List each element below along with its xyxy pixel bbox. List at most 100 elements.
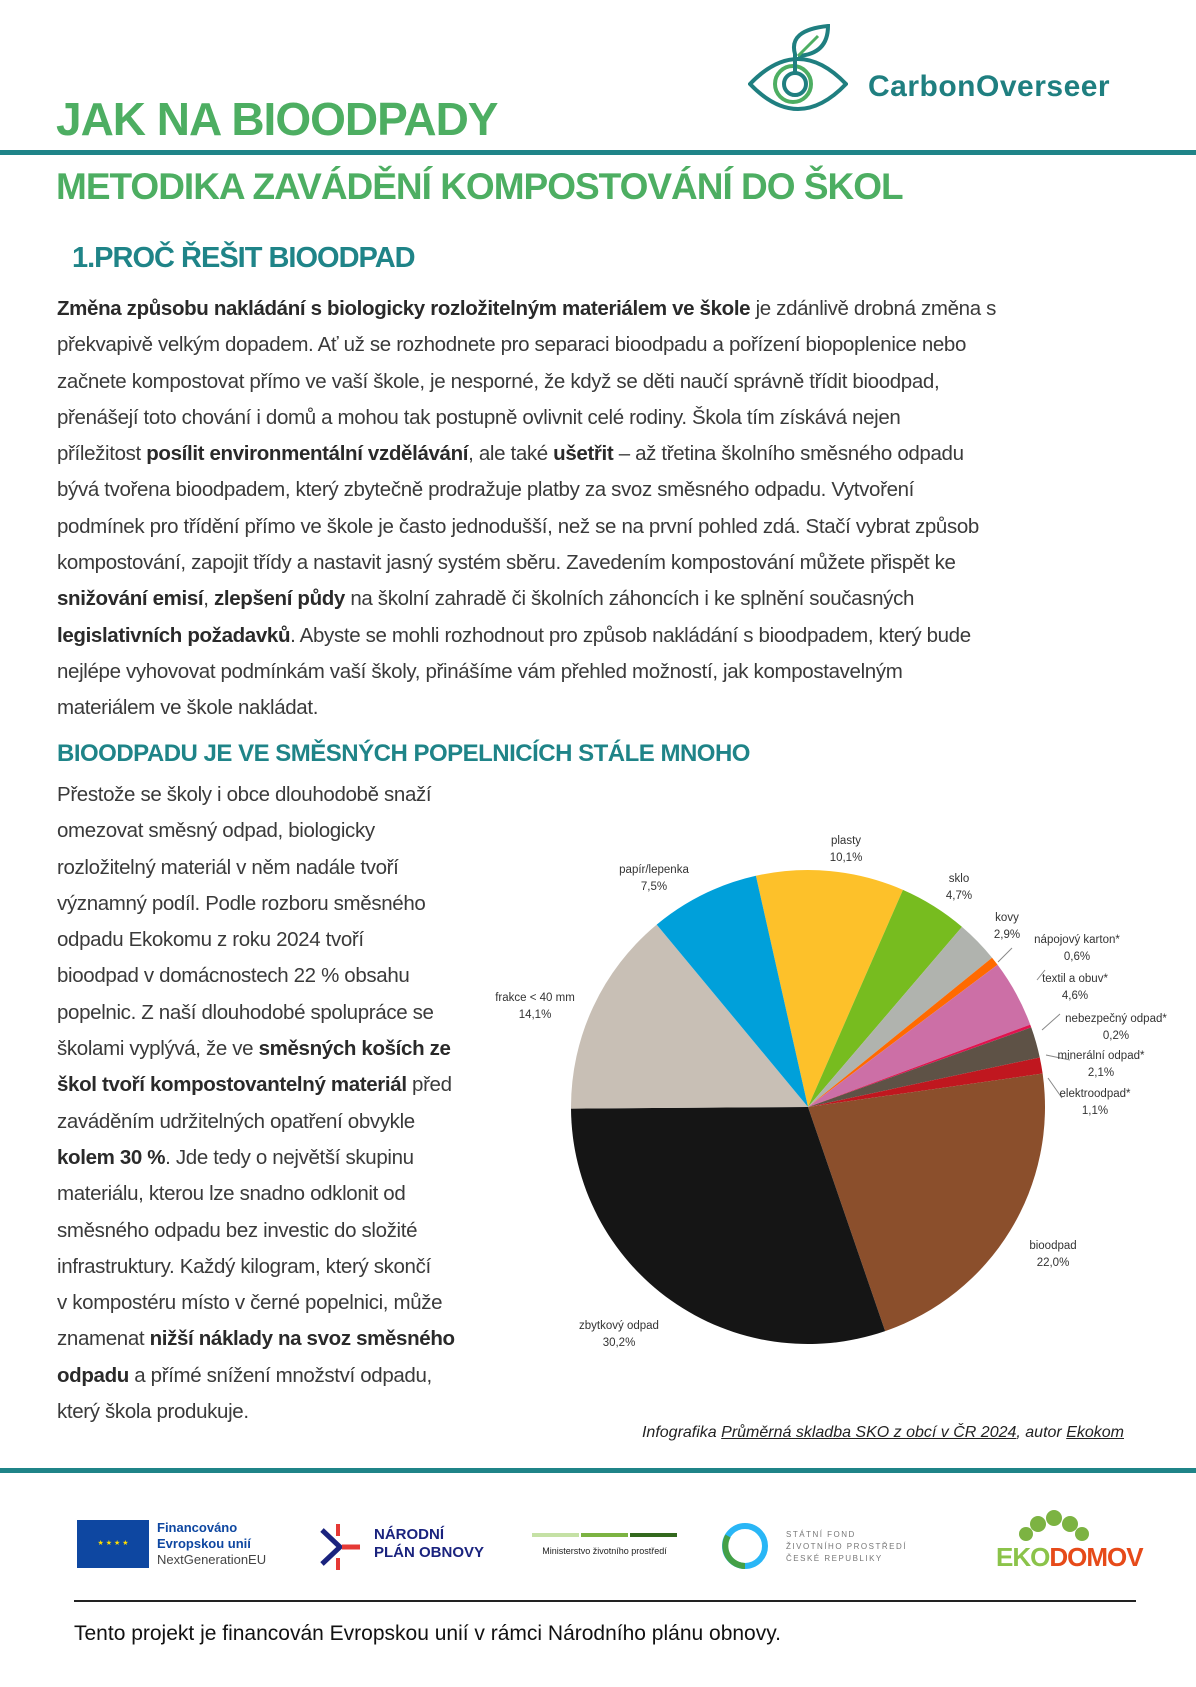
text-segment: , ale také xyxy=(468,442,554,466)
text-segment: před xyxy=(406,1073,452,1097)
text-segment: překvapivě velkým dopadem. Ať už se rozh… xyxy=(57,333,967,357)
text-line: legislativních požadavků. Abyste se mohl… xyxy=(57,618,996,654)
text-segment: omezovat směsný odpad, biologicky xyxy=(57,819,375,843)
text-line: odpadu Ekokomu z roku 2024 tvoří xyxy=(57,922,455,958)
bold-text: Změna způsobu nakládání s biologicky roz… xyxy=(57,297,751,320)
footer-line xyxy=(74,1600,1136,1602)
text-line: škol tvoří kompostovantelný materiál pře… xyxy=(57,1067,455,1103)
eu-line3: NextGenerationEU xyxy=(157,1552,267,1567)
eu-logo: ★ ★ ★ ★ Financováno Evropskou unií NextG… xyxy=(77,1520,277,1570)
text-segment: směsného odpadu bez investic do složité xyxy=(57,1218,418,1242)
pie-label: plasty 10,1% xyxy=(830,833,863,867)
pie-label-name: bioodpad xyxy=(1029,1240,1077,1252)
logo-text: CarbonOverseer xyxy=(868,70,1111,103)
pie-slice-elektroodpad- xyxy=(808,1057,1043,1107)
npo-line1: NÁRODNÍ xyxy=(374,1526,444,1543)
pie-label-value: 2,9% xyxy=(993,929,1021,941)
text-segment: je zdánlivě drobná změna s xyxy=(750,297,997,320)
bold-text: odpadu xyxy=(57,1363,129,1387)
text-line: materiálem ve škole nakládat. xyxy=(57,690,996,726)
pie-label-value: 30,2% xyxy=(602,1337,636,1349)
sfzp-icon xyxy=(722,1523,768,1569)
pie-label-value: 0,2% xyxy=(1102,1030,1130,1042)
text-segment: podmínek pro třídění přímo ve škole je č… xyxy=(57,514,979,538)
npo-logo: NÁRODNÍ PLÁN OBNOVY xyxy=(312,1522,492,1572)
leader-line xyxy=(1036,969,1046,981)
pie-slice-papír-lepenka xyxy=(656,875,808,1107)
pie-label-name: frakce < 40 mm xyxy=(495,992,575,1004)
source-link[interactable]: Průměrná skladba SKO z obcí v ČR 2024 xyxy=(721,1424,1017,1441)
section2-title: BIOODPADU JE VE SMĚSNÝCH POPELNICÍCH STÁ… xyxy=(57,740,750,767)
bold-text: zlepšení půdy xyxy=(213,587,345,611)
text-segment: . Jde tedy o největší skupinu xyxy=(165,1145,414,1169)
text-line: bývá tvořena bioodpadem, který zbytečně … xyxy=(57,472,996,508)
pie-label: textil a obuv* 4,6% xyxy=(1042,971,1108,1005)
text-line: infrastruktury. Každý kilogram, který sk… xyxy=(57,1249,455,1285)
text-line: příležitost posílit environmentální vzdě… xyxy=(57,436,996,472)
pie-label: papír/lepenka 7,5% xyxy=(619,862,689,896)
eu-line2: Evropskou unií xyxy=(157,1536,251,1551)
pie-label-name: elektroodpad* xyxy=(1059,1088,1131,1100)
text-segment: znamenat xyxy=(57,1327,150,1351)
sfzp-logo: STÁTNÍ FOND ŽIVOTNÍHO PROSTŘEDÍ ČESKÉ RE… xyxy=(720,1520,920,1572)
pie-label-name: nebezpečný odpad* xyxy=(1065,1013,1167,1025)
section-title: 1.PROČ ŘEŠIT BIOODPAD xyxy=(72,242,416,274)
caption-middle: , autor xyxy=(1016,1424,1067,1441)
pie-label-name: zbytkový odpad xyxy=(579,1320,659,1332)
eu-flag-icon: ★ ★ ★ ★ xyxy=(77,1520,149,1568)
pie-label-name: plasty xyxy=(830,835,862,847)
footer-divider xyxy=(0,1468,1196,1473)
sfzp-line2: ŽIVOTNÍHO PROSTŘEDÍ xyxy=(786,1542,907,1551)
section2-paragraph: Přestože se školy i obce dlouhodobě snaž… xyxy=(57,777,455,1430)
text-segment: nejlépe vyhovovat podmínkám vaší školy, … xyxy=(57,659,903,683)
text-segment: příležitost xyxy=(57,442,147,466)
pie-label: zbytkový odpad 30,2% xyxy=(579,1318,659,1352)
text-segment: popelnic. Z naší dlouhodobé spolupráce s… xyxy=(57,1000,434,1024)
author-link[interactable]: Ekokom xyxy=(1066,1424,1124,1441)
pie-label-value: 10,1% xyxy=(829,852,863,864)
ekodomov-eko: EKO xyxy=(996,1542,1050,1572)
mzp-logo: Ministerstvo životního prostředí xyxy=(532,1533,677,1556)
mzp-text: Ministerstvo životního prostředí xyxy=(542,1546,667,1556)
text-line: snižování emisí, zlepšení půdy na školní… xyxy=(57,581,996,617)
pie-slice-nebezpečný-odpad- xyxy=(808,1024,1032,1107)
text-line: začnete kompostovat přímo ve vaší škole,… xyxy=(57,364,996,400)
pie-label-name: nápojový karton* xyxy=(1034,934,1120,946)
eye-leaf-icon xyxy=(747,23,849,111)
text-line: bioodpad v domácnostech 22 % obsahu xyxy=(57,958,455,994)
text-line: popelnic. Z naší dlouhodobé spolupráce s… xyxy=(57,995,455,1031)
text-line: Přestože se školy i obce dlouhodobě snaž… xyxy=(57,777,455,813)
pie-label-value: 2,1% xyxy=(1087,1067,1115,1079)
text-segment: začnete kompostovat přímo ve vaší škole,… xyxy=(57,369,940,393)
carbonoverseer-logo xyxy=(747,23,849,114)
text-line: směsného odpadu bez investic do složité xyxy=(57,1213,455,1249)
sfzp-line1: STÁTNÍ FOND xyxy=(786,1530,856,1539)
pie-label: bioodpad 22,0% xyxy=(1029,1238,1076,1272)
text-segment: zaváděním udržitelných opatření obvykle xyxy=(57,1109,415,1133)
bold-text: směsných koších ze xyxy=(258,1037,451,1061)
text-segment: který škola produkuje. xyxy=(57,1400,249,1424)
text-segment: infrastruktury. Každý kilogram, který sk… xyxy=(57,1254,431,1278)
bold-text: legislativních požadavků xyxy=(57,623,291,647)
pie-label: nápojový karton* 0,6% xyxy=(1034,932,1120,966)
text-segment: . Abyste se mohli rozhodnout pro způsob … xyxy=(290,623,971,647)
text-line: podmínek pro třídění přímo ve škole je č… xyxy=(57,509,996,545)
text-line: přenášejí toto chování i domů a mohou ta… xyxy=(57,400,996,436)
document-title: JAK NA BIOODPADY xyxy=(56,93,498,145)
bold-text: ušetřit xyxy=(553,442,614,466)
chart-caption: Infografika Průměrná skladba SKO z obcí … xyxy=(642,1424,1124,1442)
text-segment: , xyxy=(203,587,214,611)
text-segment: bývá tvořena bioodpadem, který zbytečně … xyxy=(57,478,915,502)
pie-label: kovy 2,9% xyxy=(994,910,1020,944)
pie-slice-sklo xyxy=(808,889,963,1107)
leader-line xyxy=(1041,1013,1061,1031)
pie-slice-plasty xyxy=(755,869,903,1107)
text-line: školami vyplývá, že ve směsných koších z… xyxy=(57,1031,455,1067)
text-line: zaváděním udržitelných opatření obvykle xyxy=(57,1104,455,1140)
intro-paragraph: Změna způsobu nakládání s biologicky roz… xyxy=(57,291,996,727)
text-line: kompostování, zapojit třídy a nastavit j… xyxy=(57,545,996,581)
sfzp-line3: ČESKÉ REPUBLIKY xyxy=(786,1554,883,1563)
leader-line xyxy=(1045,1054,1071,1061)
bold-text: škol tvoří kompostovantelný materiál xyxy=(57,1073,407,1097)
text-line: znamenat nižší náklady na svoz směsného xyxy=(57,1321,455,1357)
